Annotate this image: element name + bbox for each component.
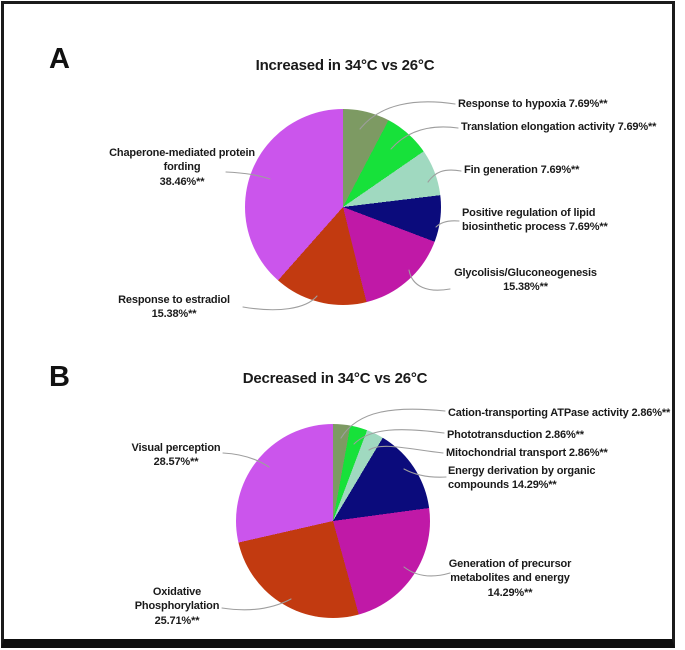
panel-b-letter: B [49, 361, 70, 393]
pie-chart-b [236, 424, 430, 618]
label-a-chaperone: Chaperone-mediated protein fording 38.46… [109, 147, 255, 188]
label-b-oxidative: Oxidative Phosphorylation 25.71%** [134, 586, 220, 627]
label-b-generation: Generation of precursor metabolites and … [448, 558, 572, 599]
pie-chart-a [245, 109, 441, 305]
label-a-lipid: Positive regulation of lipid biosintheti… [462, 207, 608, 234]
chart-b-title: Decreased in 34°C vs 26°C [242, 370, 428, 387]
label-a-hypoxia: Response to hypoxia 7.69%** [458, 98, 608, 110]
label-a-estradiol: Response to estradiol 15.38%** [118, 294, 230, 321]
label-b-energy: Energy derivation by organic compounds 1… [448, 465, 596, 492]
label-a-glycolisis: Glycolisis/Gluconeogenesis 15.38%** [454, 267, 597, 294]
chart-a-title: Increased in 34°C vs 26°C [255, 57, 435, 74]
label-a-translation: Translation elongation activity 7.69%** [461, 121, 657, 133]
label-a-fin: Fin generation 7.69%** [464, 164, 580, 176]
label-b-cation: Cation-transporting ATPase activity 2.86… [448, 407, 671, 419]
label-b-phototransduction: Phototransduction 2.86%** [447, 429, 584, 441]
label-b-mitochondrial: Mitochondrial transport 2.86%** [446, 447, 608, 459]
panel-a-letter: A [49, 43, 70, 75]
label-b-visual: Visual perception 28.57%** [131, 442, 221, 469]
